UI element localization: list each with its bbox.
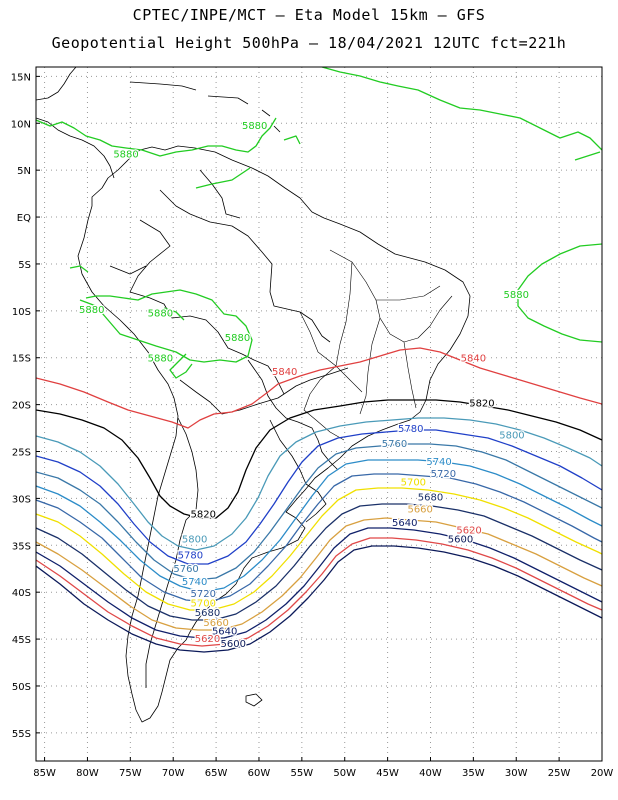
contour-label-5880: 5880 [504,290,529,301]
contour-label-5640: 5640 [212,627,237,638]
contour-5800 [36,417,602,551]
lon-tick-label: 45W [376,768,399,779]
graticule-grid [36,67,603,761]
lon-tick-label: 60W [248,768,271,779]
map-frame [35,66,603,762]
contour-label-5820: 5820 [191,509,216,520]
central-america-coastline [36,67,115,179]
contour-label-5760: 5760 [382,439,407,450]
contour-label-5720: 5720 [431,469,456,480]
contour-label-5800: 5800 [182,535,207,546]
contour-label-5840: 5840 [272,367,297,378]
lat-tick-label: 35S [12,541,31,552]
contour-5880-amazon [69,265,253,379]
contour-label-5700: 5700 [191,599,216,610]
contour-label-5880: 5880 [113,149,138,160]
lat-tick-label: 10S [12,307,31,318]
contour-label-5740: 5740 [182,577,207,588]
contour-labels: 5880 5880 5880 5880 5880 5880 5880 5840 5840 5820… [78,120,530,651]
longitude-axis: 85W 80W 75W 70W 65W 60W 55W 50W 45W 40W 35W 30W 25W 2… [33,757,613,779]
contour-5680 [36,503,602,621]
lat-tick-label: 45S [12,635,31,646]
contour-label-5640: 5640 [392,518,417,529]
contour-label-5820: 5820 [469,399,494,410]
political-boundaries [36,67,471,723]
contour-label-5880: 5880 [79,305,104,316]
lat-tick-label: 25S [12,448,31,459]
lon-tick-label: 75W [119,768,142,779]
lat-tick-label: 40S [12,588,31,599]
contour-label-5700: 5700 [401,478,426,489]
contour-5880-atlantic [517,243,602,343]
lon-tick-label: 85W [33,768,56,779]
contour-label-5880: 5880 [225,333,250,344]
contour-label-5620: 5620 [456,525,481,536]
contour-5880-caribbean [321,67,602,161]
lat-tick-label: 55S [12,729,31,740]
lat-tick-label: 50S [12,682,31,693]
contour-label-5740: 5740 [426,457,451,468]
falkland-islands [245,693,263,707]
lon-tick-label: 40W [419,768,442,779]
lat-tick-label: 20S [12,401,31,412]
contour-label-5780: 5780 [398,424,423,435]
lat-tick-label: 15N [11,72,31,83]
lon-tick-label: 50W [333,768,356,779]
contour-5700 [36,487,602,611]
contour-label-5660: 5660 [203,618,228,629]
lat-tick-label: 10N [11,119,31,130]
contour-5820 [36,399,602,519]
contour-5840 [36,347,602,429]
chart-title-line-2: Geopotential Height 500hPa — 18/04/2021 … [51,34,567,52]
contour-5760 [36,443,602,581]
lon-tick-label: 55W [291,768,314,779]
lat-tick-label: 15S [12,354,31,365]
lon-tick-label: 20W [591,768,614,779]
contour-label-5680: 5680 [418,493,443,504]
contour-label-5600: 5600 [221,639,246,650]
lat-tick-label: 5N [17,166,31,177]
lon-tick-label: 25W [548,768,571,779]
contour-label-5880: 5880 [148,354,173,365]
lon-tick-label: 35W [462,768,485,779]
latitude-axis: 15N 10N 5N EQ 5S 10S 15S 20S 25S 30S 35S 40S 45S 50S 5… [11,72,40,740]
lat-tick-label: EQ [17,213,31,224]
contour-5880-north [36,117,301,189]
contour-label-5880: 5880 [148,309,173,320]
chart-title-line-1: CPTEC/INPE/MCT — Eta Model 15km — GFS [132,6,486,24]
contour-5620 [36,537,602,647]
contour-5660 [36,517,602,631]
contour-label-5800: 5800 [499,431,524,442]
lat-tick-label: 5S [18,260,31,271]
contour-label-5680: 5680 [195,608,220,619]
contour-5640 [36,527,602,639]
country-borders [109,169,349,688]
caribbean-islands [129,81,281,133]
contour-5720 [36,473,602,603]
lat-tick-label: 30S [12,494,31,505]
contour-5740 [36,459,602,593]
contour-label-5660: 5660 [407,505,432,516]
lon-tick-label: 80W [76,768,99,779]
contour-5600 [36,545,602,653]
brazil-state-borders [299,249,453,441]
contour-label-5720: 5720 [191,589,216,600]
contour-label-5760: 5760 [173,564,198,575]
lon-tick-label: 70W [162,768,185,779]
contour-label-5600: 5600 [448,535,473,546]
contour-label-5880: 5880 [242,121,267,132]
south-america-coastline [77,145,471,723]
lon-tick-label: 30W [505,768,528,779]
contour-5780 [36,429,602,565]
contour-label-5620: 5620 [195,634,220,645]
contour-label-5780: 5780 [178,551,203,562]
contour-label-5840: 5840 [461,354,486,365]
lon-tick-label: 65W [205,768,228,779]
